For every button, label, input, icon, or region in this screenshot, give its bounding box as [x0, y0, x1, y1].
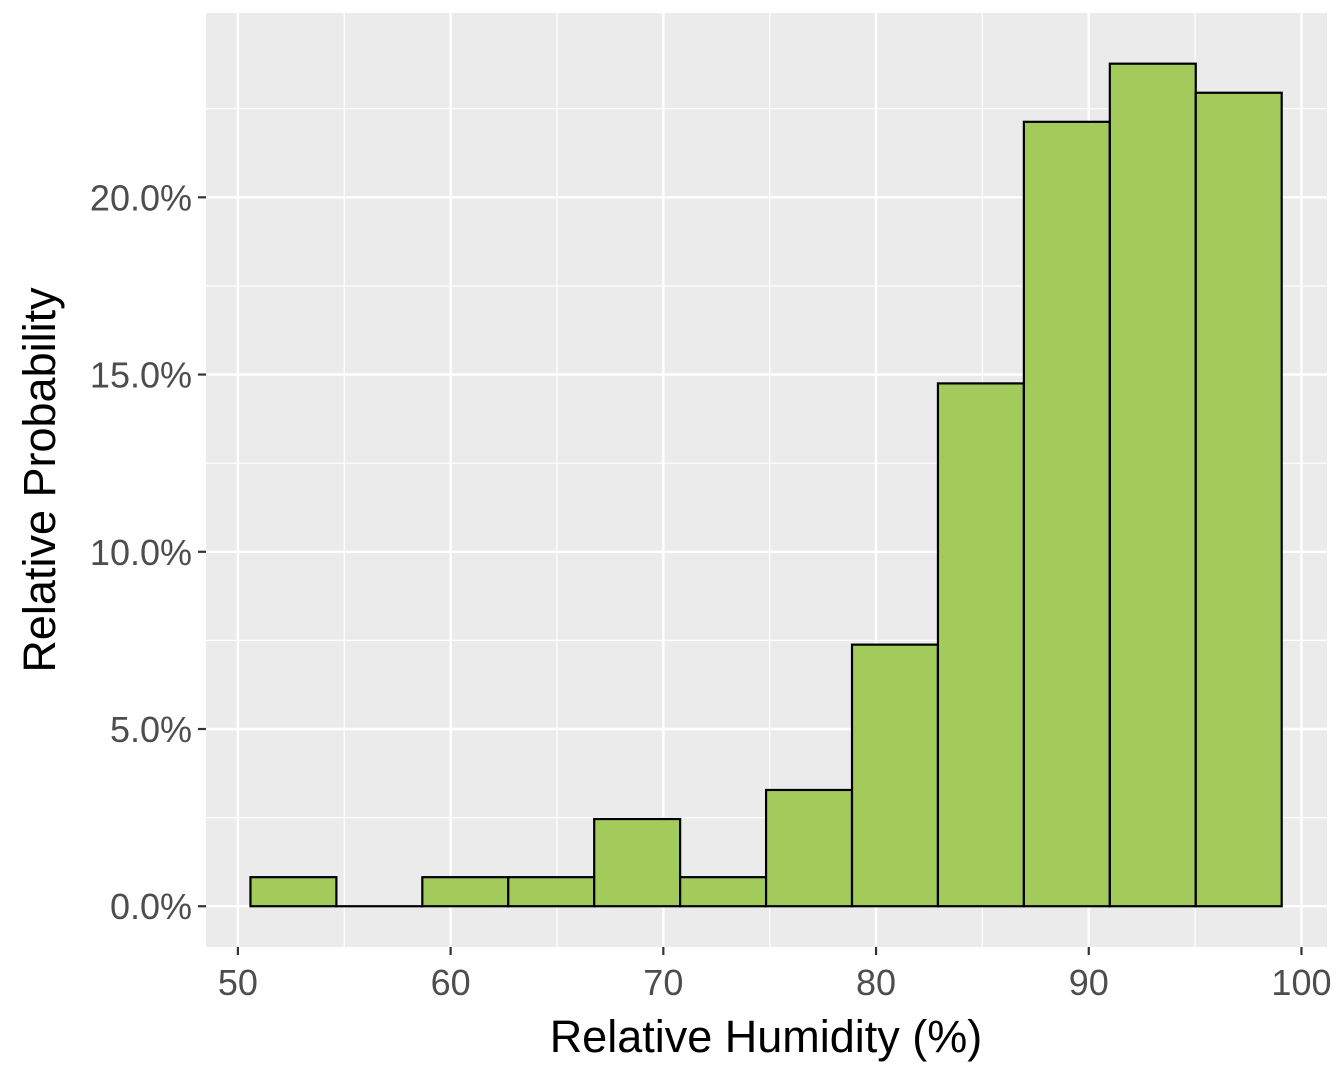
y-tick-label: 5.0% — [110, 709, 192, 750]
histogram-bars — [249, 62, 1283, 908]
x-tick-label: 50 — [218, 962, 258, 1003]
histogram-bar — [1108, 62, 1197, 908]
histogram-bar — [507, 876, 596, 908]
y-tick-label: 0.0% — [110, 886, 192, 927]
x-tick-label: 70 — [643, 962, 683, 1003]
x-tick-label: 80 — [856, 962, 896, 1003]
x-axis: 50 60 70 80 90 100 — [218, 947, 1332, 1003]
x-axis-title: Relative Humidity (%) — [550, 1011, 983, 1062]
histogram-bar — [421, 876, 510, 908]
y-axis-title: Relative Probability — [14, 287, 65, 673]
histogram-bar — [936, 382, 1025, 908]
histogram-bar — [249, 876, 338, 908]
x-tick-label: 60 — [431, 962, 471, 1003]
histogram-bar — [593, 817, 682, 908]
x-tick-label: 100 — [1271, 962, 1331, 1003]
histogram-bar — [679, 876, 768, 908]
y-tick-label: 10.0% — [90, 532, 192, 573]
histogram-bar — [850, 643, 940, 908]
x-tick-label: 90 — [1069, 962, 1109, 1003]
histogram-bar — [1194, 91, 1283, 908]
histogram-bar — [764, 788, 854, 908]
y-tick-label: 15.0% — [90, 355, 192, 396]
y-tick-label: 20.0% — [90, 177, 192, 218]
y-axis: 0.0% 5.0% 10.0% 15.0% 20.0% — [90, 177, 206, 927]
histogram-bar — [1022, 120, 1111, 908]
